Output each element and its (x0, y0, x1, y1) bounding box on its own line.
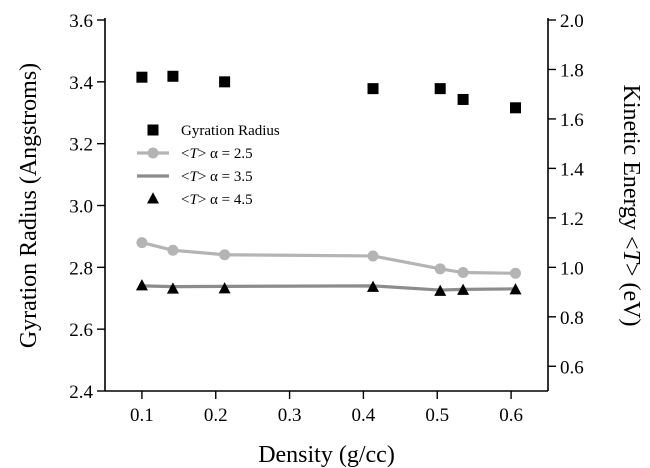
data-point-triangle (434, 284, 447, 296)
y-left-tick-label: 3.2 (69, 135, 93, 156)
y-left-tick-label: 2.6 (69, 320, 93, 341)
y-left-tick-label: 2.8 (69, 258, 93, 279)
x-tick-label: 0.3 (278, 405, 302, 426)
data-point-square (136, 71, 148, 83)
series-line (141, 284, 516, 292)
data-point-triangle (218, 282, 231, 294)
x-tick-label: 0.4 (352, 405, 376, 426)
data-point-triangle (509, 283, 522, 295)
data-point-triangle (135, 279, 148, 291)
data-point-circle (434, 263, 446, 275)
series-2 (136, 237, 522, 279)
data-point-circle (167, 244, 179, 256)
x-tick-label: 0.1 (130, 405, 154, 426)
data-point-triangle (147, 192, 159, 204)
y-left-tick-label: 3.6 (69, 11, 93, 32)
data-point-square (147, 124, 159, 136)
y-axis-right-title: Kinetic Energy <T> (eV) (618, 85, 644, 327)
data-point-circle (136, 237, 148, 249)
y-right-tick-label: 0.8 (560, 308, 584, 329)
legend-entry-4: <T> α = 4.5 (147, 192, 253, 208)
data-point-square (434, 83, 446, 95)
data-point-square (167, 70, 179, 82)
x-tick-label: 0.5 (425, 405, 449, 426)
legend-entry-1: Gyration Radius (147, 123, 280, 139)
series-3 (141, 284, 516, 292)
legend-label: Gyration Radius (181, 123, 280, 139)
legend-entry-2: <T> α = 2.5 (137, 146, 253, 162)
legend-label: <T> α = 2.5 (181, 146, 253, 162)
series-1 (136, 70, 522, 114)
legend-label: <T> α = 3.5 (181, 169, 253, 185)
y-right-tick-label: 2.0 (560, 11, 584, 32)
data-point-triangle (457, 283, 470, 295)
data-point-circle (367, 250, 379, 262)
y-left-tick-label: 3.0 (69, 197, 93, 218)
legend-entry-3: <T> α = 3.5 (137, 169, 253, 185)
x-axis-title: Density (g/cc) (258, 442, 395, 468)
y-right-tick-label: 1.2 (560, 209, 584, 230)
series-layer (135, 70, 522, 296)
x-tick-label: 0.6 (499, 405, 523, 426)
y-left-tick-label: 2.4 (69, 382, 93, 403)
x-tick-label: 0.2 (204, 405, 228, 426)
data-point-circle (457, 267, 469, 279)
data-point-triangle (367, 280, 380, 292)
data-point-circle (147, 147, 159, 159)
data-point-square (367, 83, 379, 95)
data-point-circle (219, 249, 231, 261)
series-4 (135, 279, 522, 296)
data-point-triangle (166, 282, 179, 294)
data-point-square (219, 76, 231, 88)
y-left-tick-label: 3.4 (69, 73, 93, 94)
y-right-tick-label: 1.0 (560, 258, 584, 279)
y-right-tick-label: 0.6 (560, 357, 584, 378)
axes: 0.1 0.2 0.3 0.4 0.5 0.6 2.4 2.6 2.8 3.0 3.2 3.4 3.6 0… (69, 11, 584, 426)
legend: Gyration Radius <T> α = 2.5 <T> α = 3.5 <T>… (137, 123, 280, 208)
legend-label: <T> α = 4.5 (181, 192, 253, 208)
data-point-square (510, 102, 522, 114)
data-point-circle (510, 267, 522, 279)
y-axis-left-title: Gyration Radius (Angstroms) (16, 63, 42, 348)
y-right-tick-label: 1.8 (560, 60, 584, 81)
y-right-tick-label: 1.4 (560, 159, 584, 180)
data-point-square (457, 93, 469, 105)
y-right-tick-label: 1.6 (560, 110, 584, 131)
